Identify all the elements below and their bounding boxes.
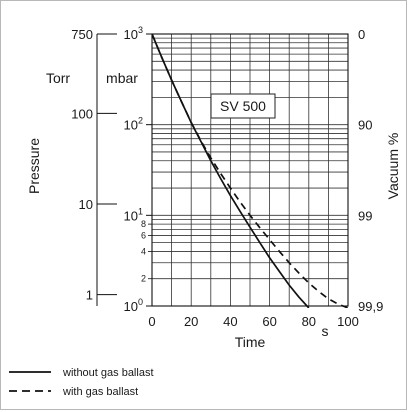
torr-tick-label: 10 [79, 197, 93, 212]
x-axis-unit: s [322, 323, 329, 339]
mbar-tick-label: 101 [124, 206, 143, 223]
vacuum-tick-label: 99,9 [358, 299, 383, 314]
model-annotation: SV 500 [210, 93, 276, 119]
torr-tick-label: 750 [71, 27, 93, 42]
legend: without gas ballast with gas ballast [9, 367, 154, 398]
mbar-tick-label: 102 [124, 116, 143, 133]
series-with-gas-ballast [152, 33, 349, 308]
mbar-tick-label: 103 [124, 25, 143, 42]
chart-grid [151, 33, 349, 307]
annotation-box [210, 93, 276, 119]
x-tick-label: 100 [337, 314, 359, 329]
x-tick-label: 0 [148, 314, 155, 329]
x-axis-label: Time [235, 334, 266, 350]
data-curves [152, 33, 349, 308]
chart-labels: Pressure Torr mbar Vacuum % Time s [26, 70, 401, 350]
torr-tick-label: 100 [71, 106, 93, 121]
mbar-minor-tick-label: 6 [141, 230, 146, 240]
plot-border [151, 33, 349, 307]
legend-label: without gas ballast [62, 367, 154, 379]
x-tick-label: 20 [184, 314, 198, 329]
mbar-tick-label: 100 [124, 297, 143, 314]
annotation-text: SV 500 [220, 98, 266, 114]
x-tick-label: 80 [302, 314, 316, 329]
legend-label: with gas ballast [62, 386, 138, 398]
mbar-unit-label: mbar [106, 70, 138, 86]
y-axis-label: Pressure [26, 138, 42, 194]
torr-unit-label: Torr [46, 70, 70, 86]
vacuum-tick-label: 0 [358, 27, 365, 42]
torr-tick-label: 1 [86, 288, 93, 303]
vacuum-tick-label: 90 [358, 118, 372, 133]
x-tick-label: 60 [262, 314, 276, 329]
x-tick-label: 40 [223, 314, 237, 329]
mbar-minor-tick-label: 4 [141, 246, 146, 256]
mbar-minor-tick-label: 2 [141, 274, 146, 284]
vacuum-tick-label: 99 [358, 208, 372, 223]
mbar-minor-tick-label: 8 [141, 219, 146, 229]
vacuum-axis-label: Vacuum % [385, 133, 401, 200]
chart-axes: 0 20 40 60 80 1001031021011008642750100101090… [71, 25, 383, 329]
